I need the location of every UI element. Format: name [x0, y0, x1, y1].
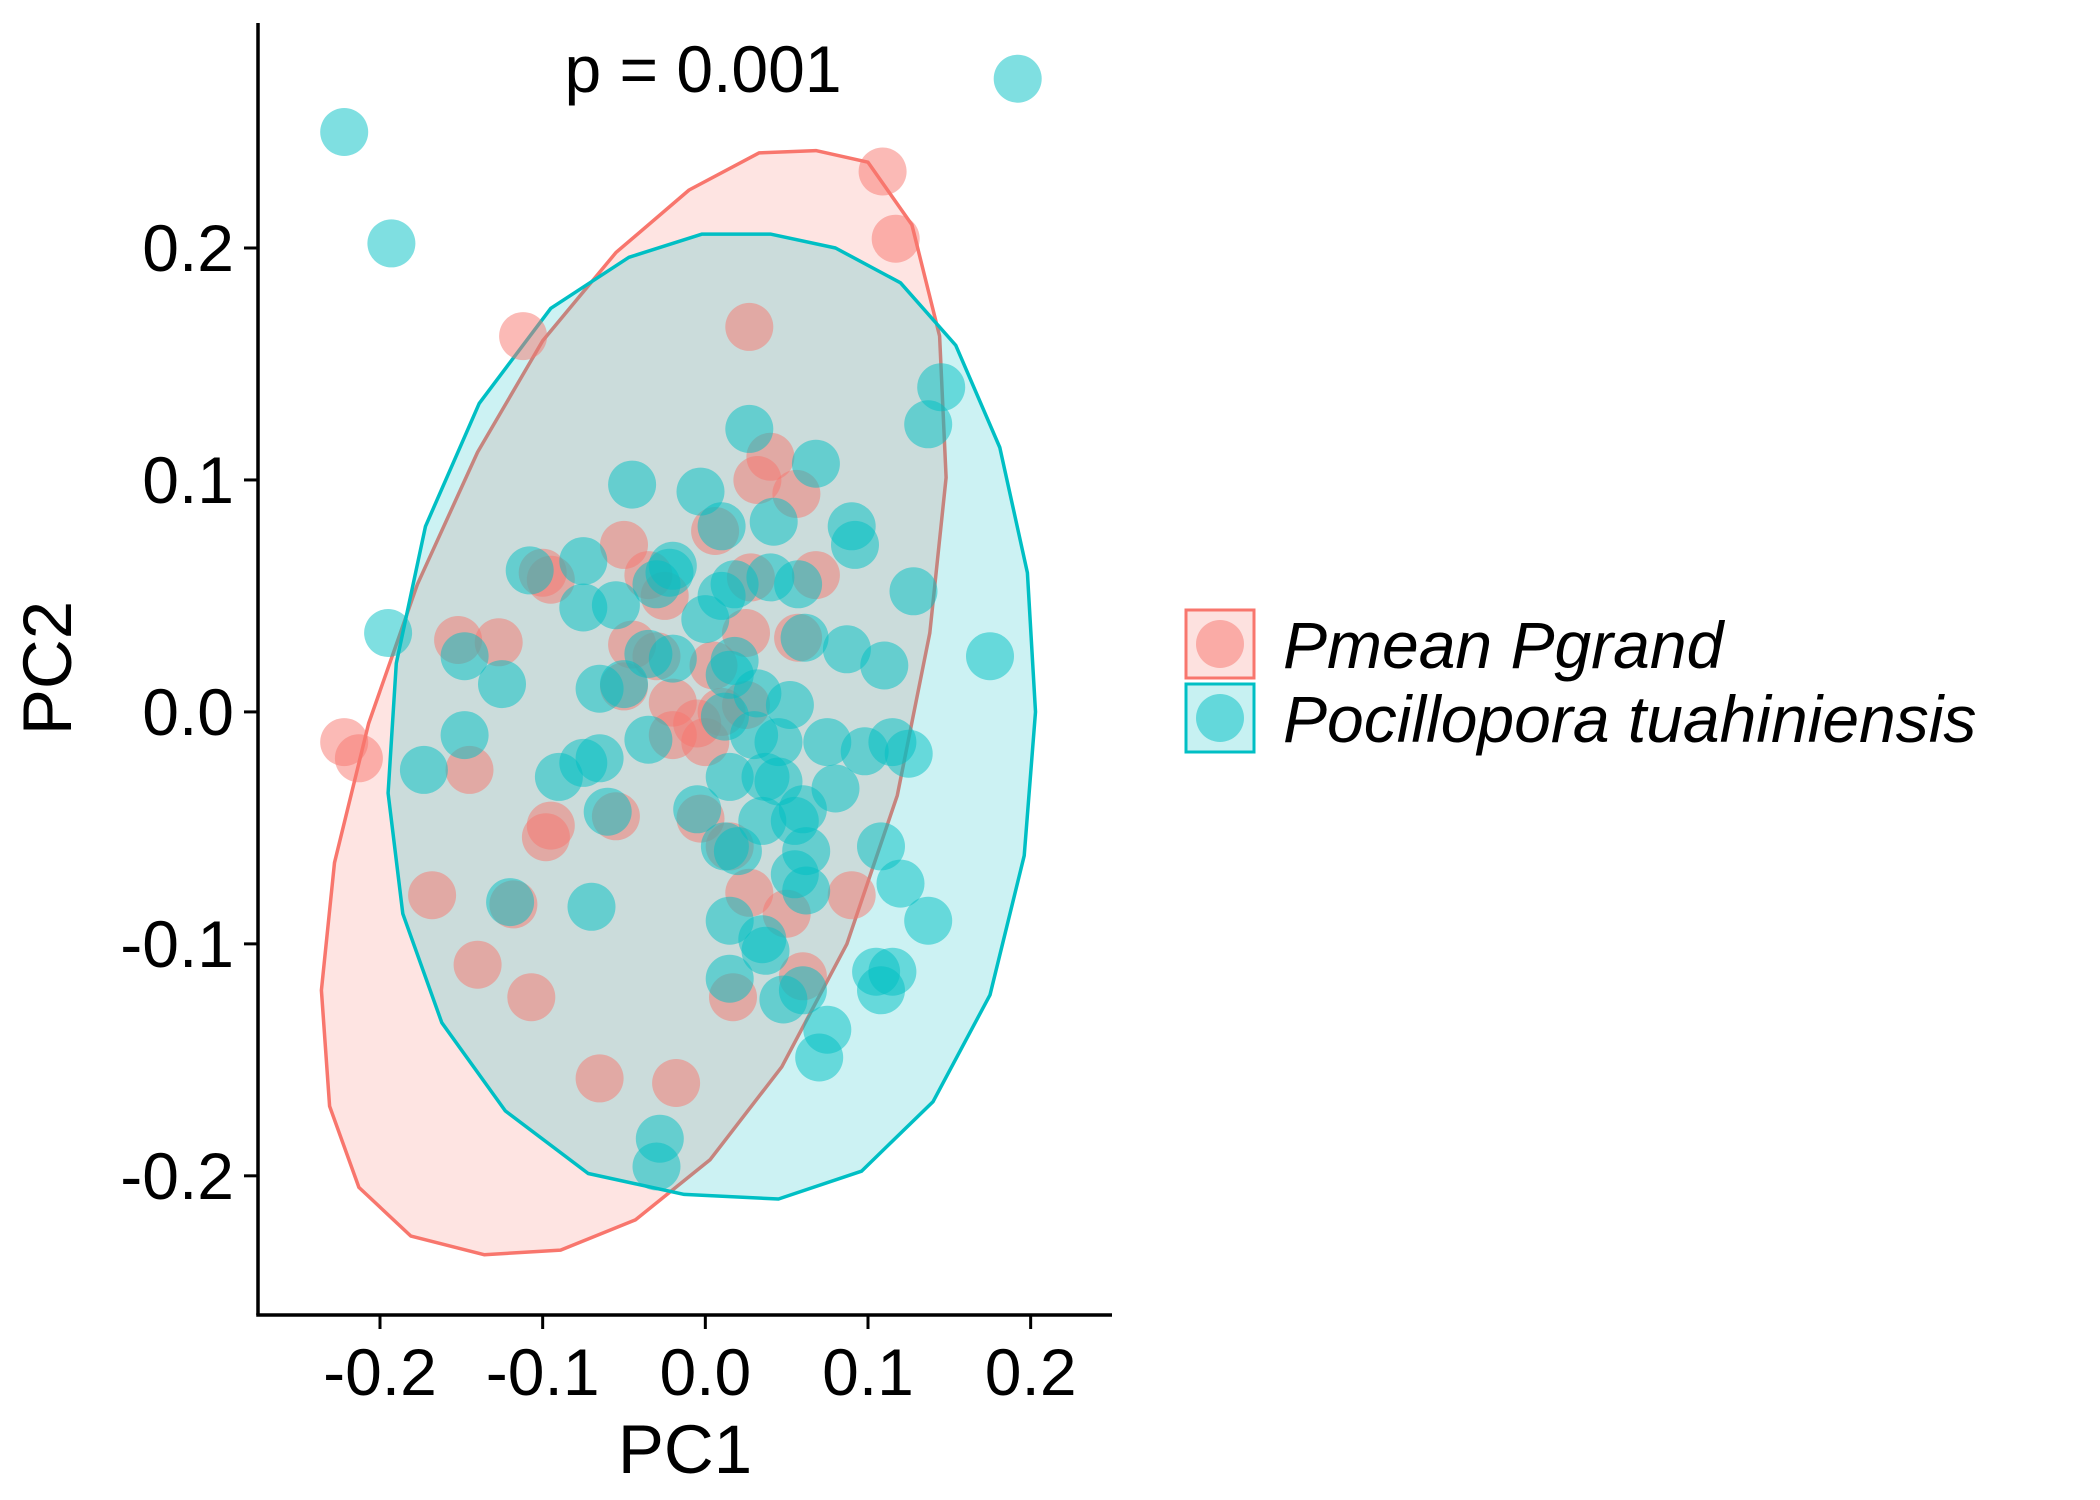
- y-tick-label: -0.2: [120, 1139, 234, 1213]
- data-points: [320, 54, 1042, 1191]
- data-point: [600, 660, 648, 709]
- data-point: [831, 520, 879, 569]
- data-point: [725, 302, 774, 351]
- legend-item-pmean-pgrand: Pmean Pgrand: [1184, 608, 1726, 682]
- data-point: [705, 954, 754, 1003]
- y-tick-label: 0.1: [142, 443, 234, 517]
- data-point: [904, 400, 953, 449]
- x-axis-title: PC1: [618, 1411, 752, 1488]
- data-point: [782, 866, 831, 915]
- data-point: [320, 108, 369, 156]
- data-point: [966, 632, 1014, 681]
- data-point: [749, 497, 798, 546]
- data-point: [408, 871, 457, 920]
- y-tick-label: 0.2: [142, 211, 234, 285]
- y-axis-ticks: -0.2 -0.1 0.0 0.1 0.2: [120, 211, 258, 1213]
- data-point: [860, 641, 909, 690]
- data-point: [741, 926, 790, 975]
- data-point: [534, 752, 583, 801]
- data-point: [334, 734, 383, 783]
- data-point: [871, 214, 920, 263]
- data-point: [575, 734, 624, 783]
- data-point: [822, 625, 871, 674]
- data-point: [559, 537, 608, 586]
- data-point: [713, 827, 762, 876]
- data-point: [993, 54, 1042, 103]
- data-point: [499, 312, 548, 361]
- data-point: [567, 882, 616, 931]
- data-point: [632, 1142, 681, 1191]
- data-point: [507, 973, 556, 1022]
- data-point: [857, 966, 905, 1015]
- data-point: [505, 546, 554, 595]
- legend: Pmean Pgrand Pocillopora tuahiniensis: [1184, 608, 1976, 756]
- x-tick-label: 0.0: [659, 1335, 751, 1409]
- p-value-annotation: p = 0.001: [564, 32, 841, 106]
- data-point: [733, 456, 782, 504]
- data-point: [917, 363, 966, 412]
- data-point: [478, 660, 526, 709]
- y-axis-title: PC2: [9, 601, 86, 735]
- legend-label-pocillopora-tuahiniensis: Pocillopora tuahiniensis: [1283, 682, 1976, 756]
- data-point: [803, 718, 852, 767]
- data-point: [652, 1059, 701, 1107]
- data-point: [889, 567, 938, 616]
- data-point: [858, 147, 907, 196]
- data-point: [440, 632, 489, 681]
- x-tick-label: 0.1: [822, 1335, 914, 1409]
- data-point: [780, 613, 829, 662]
- data-point: [765, 681, 814, 729]
- legend-item-pocillopora-tuahiniensis: Pocillopora tuahiniensis: [1184, 682, 1976, 756]
- data-point: [791, 439, 840, 488]
- legend-symbol-pocillopora-tuahiniensis: [1196, 694, 1244, 742]
- data-point: [399, 745, 448, 794]
- data-point: [367, 219, 416, 268]
- data-point: [827, 871, 876, 920]
- series-pocillopora-tuahiniensis: [320, 54, 1042, 1191]
- data-point: [364, 609, 413, 657]
- data-point: [440, 711, 489, 760]
- data-point: [676, 467, 725, 516]
- data-point: [608, 460, 657, 509]
- data-point: [904, 896, 953, 945]
- data-point: [521, 813, 570, 862]
- legend-label-pmean-pgrand: Pmean Pgrand: [1283, 608, 1726, 682]
- x-axis-ticks: -0.2 -0.1 0.0 0.1 0.2: [323, 1315, 1077, 1409]
- data-point: [759, 975, 808, 1024]
- data-point: [795, 1033, 844, 1082]
- data-point: [632, 560, 681, 609]
- data-point: [453, 940, 502, 989]
- data-point: [583, 787, 632, 836]
- data-point: [876, 859, 925, 908]
- data-point: [624, 715, 673, 764]
- y-tick-label: 0.0: [142, 675, 234, 749]
- data-point: [648, 634, 697, 683]
- data-point: [575, 1054, 624, 1103]
- data-point: [884, 729, 933, 778]
- data-point: [486, 878, 535, 927]
- data-point: [673, 785, 722, 834]
- axes: -0.2 -0.1 0.0 0.1 0.2 -0.2 -0.1 0.0 0.1 0.2: [120, 23, 1112, 1409]
- data-point: [705, 752, 754, 801]
- legend-symbol-pmean-pgrand: [1196, 620, 1244, 668]
- y-tick-label: -0.1: [120, 907, 234, 981]
- data-point: [591, 581, 640, 630]
- x-tick-label: 0.2: [985, 1335, 1077, 1409]
- data-point: [774, 560, 823, 609]
- data-point: [725, 404, 774, 453]
- data-point: [681, 595, 730, 644]
- data-point: [697, 502, 746, 551]
- x-tick-label: -0.2: [323, 1335, 437, 1409]
- data-point: [857, 822, 905, 871]
- x-tick-label: -0.1: [486, 1335, 600, 1409]
